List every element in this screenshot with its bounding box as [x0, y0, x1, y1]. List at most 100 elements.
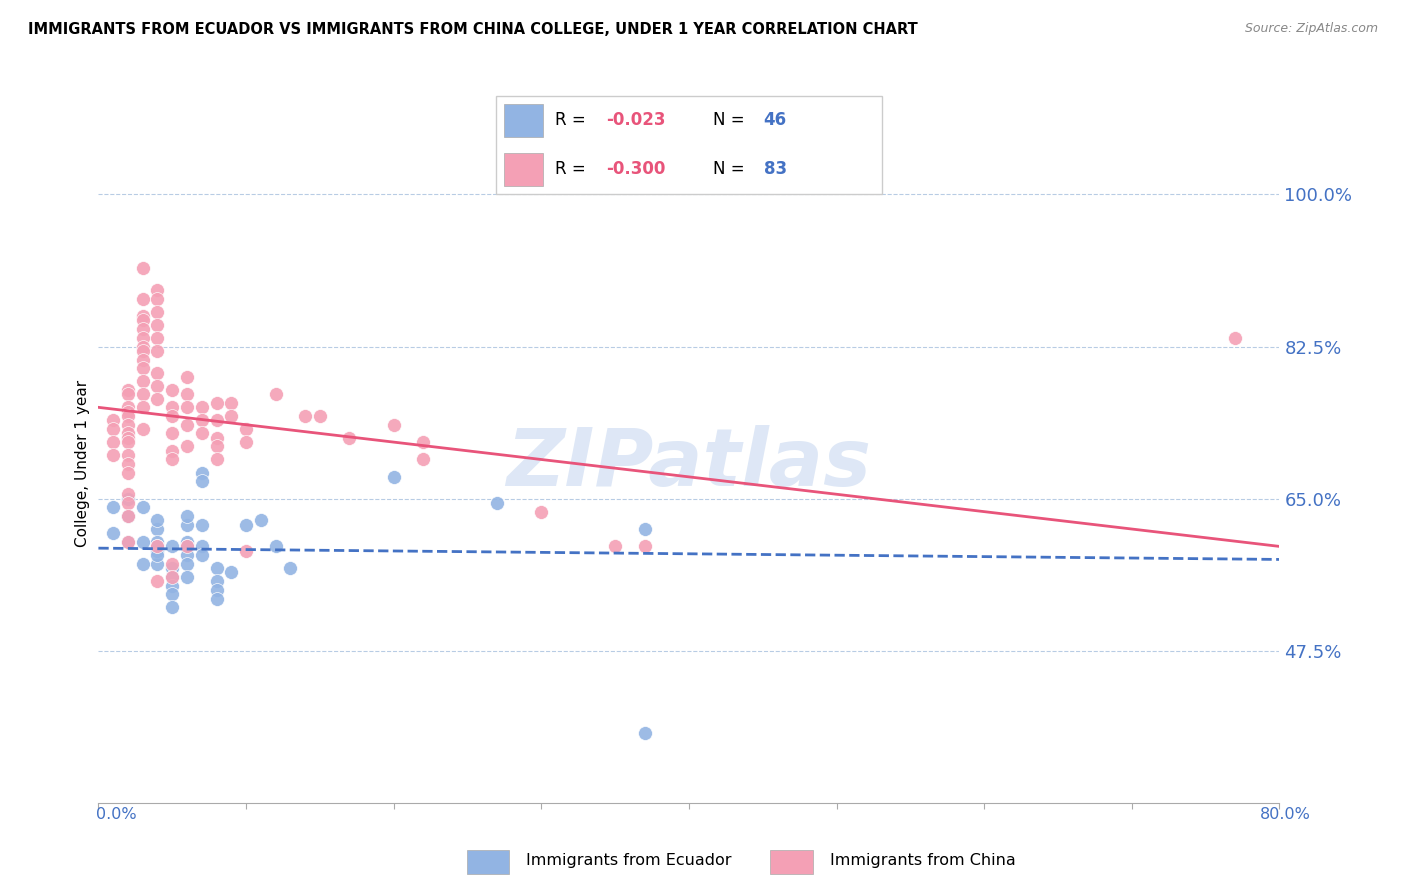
Point	[117, 448, 139, 462]
Point	[264, 540, 287, 554]
Point	[191, 401, 214, 415]
Bar	[467, 849, 509, 874]
Point	[235, 517, 257, 532]
Point	[132, 500, 155, 515]
Point	[278, 561, 302, 575]
Point	[205, 561, 228, 575]
Point	[337, 431, 360, 445]
Point	[309, 409, 332, 423]
Point	[146, 548, 169, 562]
Text: N =: N =	[713, 160, 749, 178]
Point	[117, 431, 139, 445]
Point	[146, 513, 169, 527]
Point	[412, 452, 434, 467]
Point	[117, 457, 139, 471]
Point	[132, 261, 155, 276]
Point	[117, 491, 139, 506]
Text: 80.0%: 80.0%	[1260, 807, 1310, 822]
Point	[176, 557, 198, 571]
Point	[146, 283, 169, 297]
Point	[176, 548, 198, 562]
FancyBboxPatch shape	[496, 95, 882, 194]
Point	[219, 409, 242, 423]
Point	[146, 557, 169, 571]
Text: Source: ZipAtlas.com: Source: ZipAtlas.com	[1244, 22, 1378, 36]
Point	[117, 409, 139, 423]
Point	[146, 343, 169, 358]
Point	[146, 378, 169, 392]
Point	[117, 405, 139, 419]
Point	[486, 496, 509, 510]
Point	[132, 292, 155, 306]
Point	[176, 440, 198, 454]
Bar	[770, 849, 813, 874]
Point	[132, 313, 155, 327]
Point	[146, 540, 169, 554]
Point	[162, 578, 183, 592]
Point	[176, 370, 198, 384]
Point	[103, 435, 125, 450]
Point	[191, 413, 214, 427]
Point	[191, 517, 214, 532]
Point	[219, 396, 242, 410]
Point	[162, 409, 183, 423]
Point	[162, 587, 183, 601]
Point	[146, 304, 169, 318]
Point	[162, 570, 183, 584]
Point	[146, 366, 169, 380]
Point	[146, 522, 169, 536]
Text: -0.300: -0.300	[606, 160, 665, 178]
Point	[117, 508, 139, 523]
Point	[162, 561, 183, 575]
Point	[117, 435, 139, 450]
Point	[176, 517, 198, 532]
Point	[132, 361, 155, 376]
Point	[162, 401, 183, 415]
Point	[176, 401, 198, 415]
Point	[250, 513, 273, 527]
Point	[205, 440, 228, 454]
Point	[235, 543, 257, 558]
Point	[146, 535, 169, 549]
Text: R =: R =	[555, 111, 591, 128]
Point	[205, 452, 228, 467]
Point	[191, 426, 214, 441]
Point	[294, 409, 316, 423]
Point	[132, 535, 155, 549]
Point	[191, 466, 214, 480]
Point	[117, 466, 139, 480]
Point	[146, 543, 169, 558]
Point	[103, 500, 125, 515]
Point	[132, 343, 155, 358]
Point	[633, 522, 655, 536]
Point	[103, 422, 125, 436]
Point	[117, 401, 139, 415]
Point	[191, 474, 214, 488]
Point	[146, 318, 169, 332]
Point	[191, 540, 214, 554]
Point	[412, 435, 434, 450]
Point	[382, 417, 405, 432]
Point	[176, 540, 198, 554]
Point	[162, 426, 183, 441]
Point	[132, 422, 155, 436]
Point	[176, 535, 198, 549]
Point	[103, 413, 125, 427]
Text: 46: 46	[763, 111, 787, 128]
Point	[117, 535, 139, 549]
Point	[162, 570, 183, 584]
Text: N =: N =	[713, 111, 749, 128]
Point	[235, 422, 257, 436]
Point	[176, 570, 198, 584]
Point	[117, 417, 139, 432]
Point	[382, 470, 405, 484]
Point	[132, 339, 155, 353]
Point	[162, 443, 183, 458]
Point	[633, 540, 655, 554]
Point	[176, 540, 198, 554]
Point	[146, 540, 169, 554]
Point	[132, 352, 155, 367]
Point	[205, 582, 228, 597]
Point	[117, 426, 139, 441]
Point	[117, 387, 139, 401]
